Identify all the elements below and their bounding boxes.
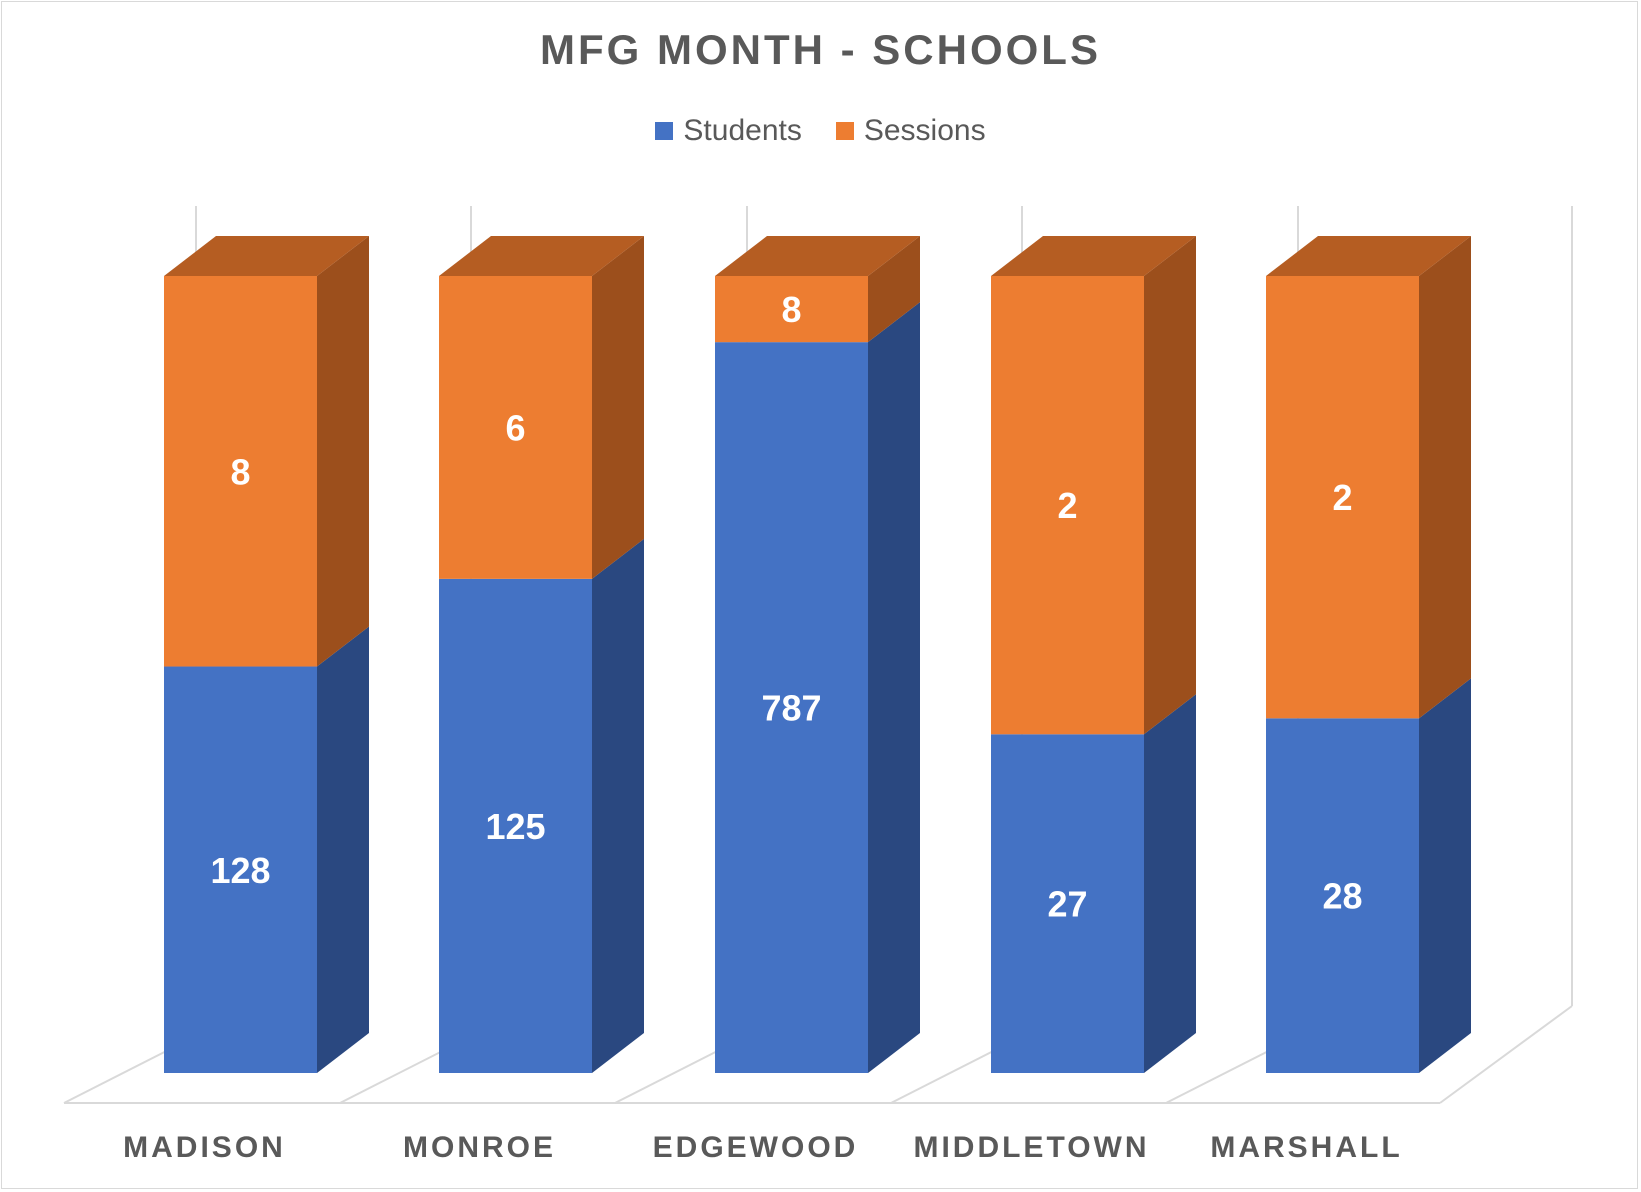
legend: Students Sessions: [0, 114, 1641, 148]
data-label-sessions-middletown: 2: [1057, 485, 1077, 526]
bar-side-students-middletown: [1144, 694, 1196, 1073]
bar-sessions-middletown: [991, 276, 1144, 735]
bar-students-middletown: [991, 734, 1144, 1073]
bar-top-middletown: [991, 236, 1196, 276]
legend-item-sessions[interactable]: Sessions: [835, 114, 986, 148]
bar-side-sessions-middletown: [1144, 236, 1196, 735]
floor-right-edge: [1439, 1005, 1573, 1104]
data-label-students-madison: 128: [210, 850, 270, 891]
bar-side-sessions-marshall: [1419, 236, 1471, 719]
bar-side-students-monroe: [592, 538, 644, 1073]
bar-students-madison: [164, 666, 317, 1073]
bar-side-sessions-madison: [317, 236, 369, 667]
data-label-students-marshall: 28: [1322, 876, 1362, 917]
bar-sessions-marshall: [1266, 276, 1419, 719]
bar-top-edgewood: [715, 236, 920, 276]
bar-top-monroe: [439, 236, 644, 276]
bar-side-students-madison: [317, 626, 369, 1073]
bar-side-students-edgewood: [868, 302, 920, 1073]
data-label-students-monroe: 125: [485, 806, 545, 847]
bar-top-marshall: [1266, 236, 1471, 276]
bar-top-madison: [164, 236, 369, 276]
bar-side-sessions-edgewood: [868, 236, 920, 343]
legend-swatch-sessions: [835, 122, 854, 140]
data-label-students-middletown: 27: [1047, 884, 1087, 925]
legend-swatch-students: [655, 122, 674, 140]
legend-label-sessions: Sessions: [863, 114, 986, 147]
bar-sessions-madison: [164, 276, 317, 667]
category-label-marshall: MARSHALL: [1210, 1131, 1402, 1164]
data-label-sessions-madison: 8: [230, 451, 250, 492]
category-label-edgewood: EDGEWOOD: [653, 1131, 859, 1164]
data-label-students-edgewood: 787: [761, 688, 821, 729]
data-label-sessions-marshall: 2: [1332, 477, 1352, 518]
bar-side-students-marshall: [1419, 678, 1471, 1073]
bar-sessions-edgewood: [715, 276, 868, 343]
bar-sessions-monroe: [439, 276, 592, 579]
bar-side-sessions-monroe: [592, 236, 644, 579]
bar-students-edgewood: [715, 342, 868, 1073]
data-label-sessions-edgewood: 8: [781, 289, 801, 330]
data-label-sessions-monroe: 6: [505, 407, 525, 448]
legend-item-students[interactable]: Students: [655, 114, 802, 148]
category-label-monroe: MONROE: [403, 1131, 556, 1164]
chart-title: MFG MONTH - SCHOOLS: [540, 26, 1101, 73]
category-label-madison: MADISON: [123, 1131, 286, 1164]
bar-students-monroe: [439, 578, 592, 1073]
category-label-middletown: MIDDLETOWN: [913, 1131, 1149, 1164]
legend-label-students: Students: [683, 114, 802, 147]
bar-students-marshall: [1266, 718, 1419, 1073]
